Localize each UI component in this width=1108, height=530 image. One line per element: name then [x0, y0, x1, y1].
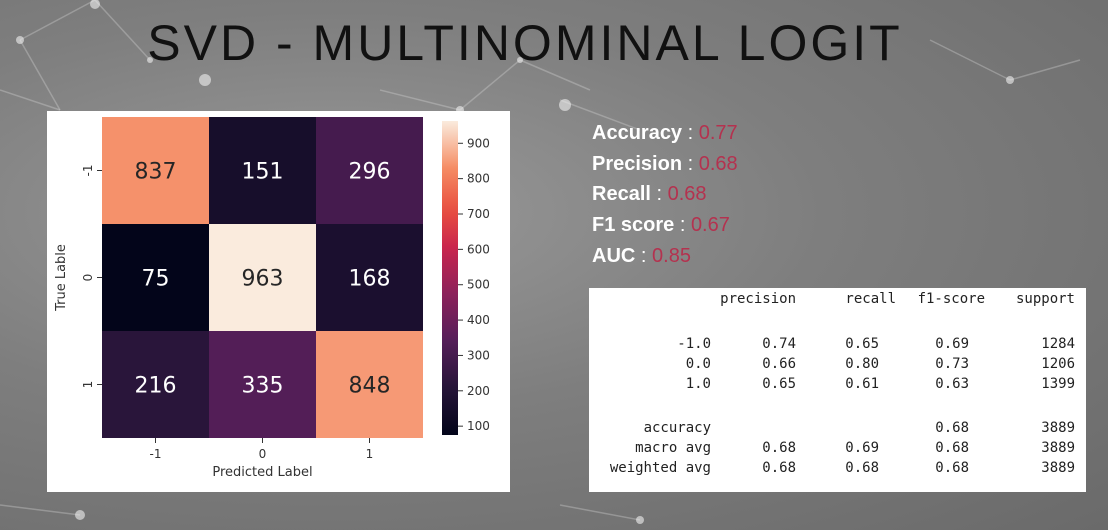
report-cell: 3889: [1041, 460, 1075, 476]
metric-separator: :: [682, 122, 699, 144]
report-cell: 1284: [1041, 336, 1075, 352]
cell-value-label: 151: [242, 160, 284, 185]
colorbar-tick-label: 100: [467, 419, 490, 433]
y-axis-label: True Lable: [54, 244, 69, 312]
metric-value: 0.68: [698, 152, 738, 175]
heatmap-cell: [316, 224, 423, 331]
cell-value-label: 848: [349, 374, 391, 399]
report-cell: 0.61: [845, 376, 879, 392]
report-cell: 0.68: [935, 420, 969, 436]
metric-auc: AUC : 0.85: [592, 241, 738, 272]
heatmap-cell: [102, 331, 209, 438]
metric-precision: Precision : 0.68: [592, 149, 738, 180]
y-tick-label: -1: [81, 165, 95, 177]
heatmap-cell: [316, 331, 423, 438]
colorbar-tick-label: 600: [467, 242, 490, 256]
confusion-matrix-heatmap: 837 151 296 75 963 168 216 335 848 -1 0 1 -1 0 1 Predic…: [54, 117, 490, 480]
report-cell: 0.68: [762, 460, 796, 476]
metric-separator: :: [635, 244, 653, 267]
x-axis-label: Predicted Label: [212, 465, 312, 480]
metric-name: F1 score: [592, 214, 675, 237]
cell-value-label: 963: [242, 267, 284, 292]
report-cell: 0.68: [935, 440, 969, 456]
report-cell: 0.74: [762, 336, 796, 352]
y-tick-label: 0: [81, 274, 95, 282]
report-cell: 1399: [1041, 376, 1075, 392]
report-header-f1-score: f1-score: [917, 291, 985, 307]
metric-recall: Recall : 0.68: [592, 179, 738, 210]
report-row-label: accuracy: [643, 420, 711, 436]
x-tick-label: 0: [259, 447, 267, 461]
report-row-label: 0.0: [685, 356, 711, 372]
metric-name: Accuracy: [592, 122, 683, 144]
x-tick-label: -1: [150, 447, 162, 461]
metric-accuracy: Accuracy : 0.77: [592, 118, 738, 149]
metric-separator: :: [674, 214, 691, 237]
cell-value-label: 335: [242, 374, 284, 399]
report-row-label: -1.0: [677, 336, 711, 352]
report-header-precision: precision: [720, 291, 796, 307]
report-cell: 0.69: [935, 336, 969, 352]
y-tick-label: 1: [81, 381, 95, 389]
heatmap-cell: [102, 224, 209, 331]
report-cell: 3889: [1041, 420, 1075, 436]
report-cell: 0.73: [935, 356, 969, 372]
x-tick-label: 1: [366, 447, 374, 461]
metric-name: Recall: [592, 183, 651, 206]
report-header-recall: recall: [845, 291, 896, 307]
metric-name: Precision: [592, 152, 683, 175]
colorbar-tick-label: 400: [467, 313, 490, 327]
report-cell: 0.68: [762, 440, 796, 456]
colorbar-tick-label: 700: [467, 207, 490, 221]
colorbar-tick-label: 900: [467, 136, 490, 150]
report-header-support: support: [1015, 291, 1075, 307]
colorbar: [442, 121, 458, 435]
metric-value: 0.77: [698, 122, 738, 144]
colorbar-tick-label: 200: [467, 384, 490, 398]
report-cell: 0.63: [935, 376, 969, 392]
heatmap-cell: [209, 331, 316, 438]
metric-value: 0.85: [652, 244, 691, 267]
cell-value-label: 75: [142, 267, 170, 292]
colorbar-tick-label: 500: [467, 278, 490, 292]
metric-separator: :: [682, 152, 699, 175]
report-cell: 0.65: [845, 336, 879, 352]
classification-report: precision recall f1-score support -1.0 0…: [589, 288, 1086, 492]
heatmap-cell: [209, 224, 316, 331]
report-cell: 0.65: [762, 376, 796, 392]
report-row-label: macro avg: [635, 440, 711, 456]
heatmap-cell: [316, 117, 423, 224]
metric-value: 0.68: [667, 183, 707, 206]
report-cell: 0.69: [845, 440, 879, 456]
cell-value-label: 296: [349, 160, 391, 185]
metric-name: AUC: [592, 244, 636, 267]
report-cell: 0.68: [935, 460, 969, 476]
cell-value-label: 837: [135, 160, 177, 185]
metric-separator: :: [650, 183, 668, 206]
report-cell: 0.66: [762, 356, 796, 372]
report-row-label: 1.0: [685, 376, 711, 392]
report-cell: 0.80: [845, 356, 879, 372]
cell-value-label: 168: [349, 267, 391, 292]
metric-f1-score: F1 score : 0.67: [592, 210, 738, 241]
metric-value: 0.67: [690, 214, 730, 237]
heatmap-cell: [209, 117, 316, 224]
report-cell: 3889: [1041, 440, 1075, 456]
confusion-matrix-card: 837 151 296 75 963 168 216 335 848 -1 0 1 -1 0 1 Predic…: [47, 111, 510, 492]
report-row-label: weighted avg: [609, 460, 711, 476]
colorbar-tick-label: 800: [467, 172, 490, 186]
colorbar-tick-label: 300: [467, 348, 490, 362]
metrics-panel: Accuracy : 0.77 Precision : 0.68 Recall …: [592, 118, 738, 272]
cell-value-label: 216: [135, 374, 177, 399]
slide-title: SVD - MULTINOMINAL LOGIT: [147, 15, 903, 71]
report-cell: 0.68: [845, 460, 879, 476]
report-cell: 1206: [1041, 356, 1075, 372]
heatmap-cell: [102, 117, 209, 224]
